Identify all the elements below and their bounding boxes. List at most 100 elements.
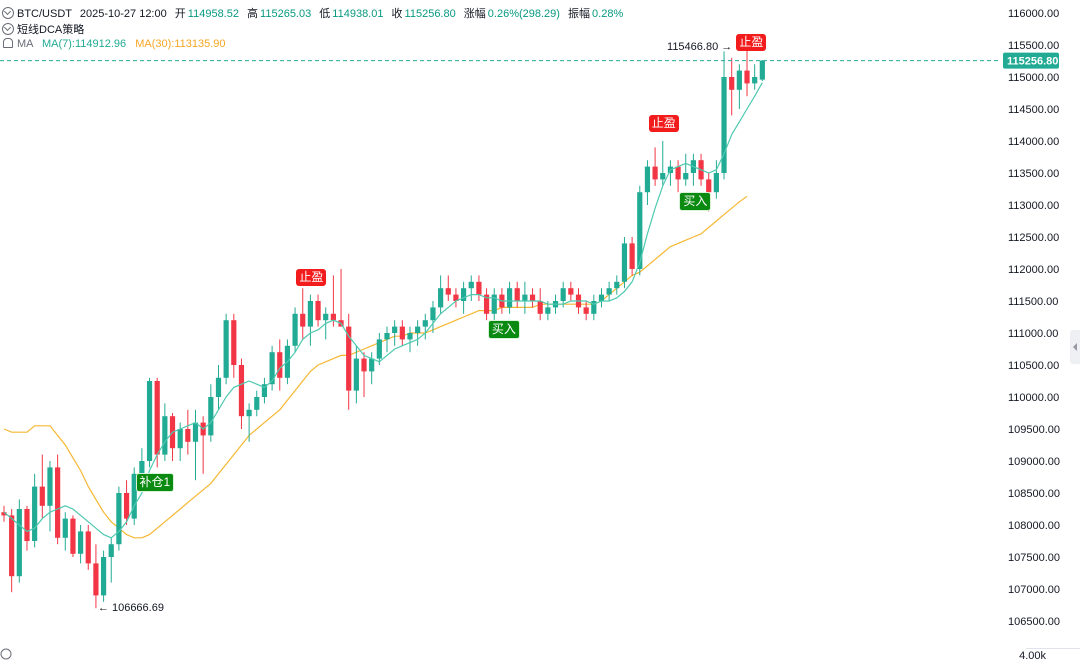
- candle-body: [246, 409, 252, 417]
- y-tick-label: 109500.00: [1008, 424, 1060, 436]
- collapse-legend-icon[interactable]: [2, 7, 14, 19]
- bell-icon[interactable]: [3, 38, 13, 48]
- candle-body: [277, 352, 283, 378]
- take-profit-marker[interactable]: 止盈: [736, 34, 767, 52]
- candle-body: [744, 70, 750, 84]
- price-axis: [995, 0, 1080, 648]
- candle-body: [652, 166, 658, 180]
- low-label: 低: [319, 8, 331, 20]
- last-price-tag: [1003, 52, 1059, 69]
- candle-body: [491, 294, 497, 314]
- candle-body: [629, 243, 635, 269]
- y-tick-label: 113500.00: [1008, 168, 1059, 180]
- candle-body: [453, 294, 459, 301]
- candle-body: [100, 557, 107, 596]
- datetime-label: 2025-10-27 12:00: [79, 8, 167, 20]
- change-label: 涨幅: [463, 8, 486, 20]
- candle-body: [24, 509, 30, 541]
- y-tick-label: 107000.00: [1008, 584, 1060, 596]
- candle-body: [131, 473, 137, 519]
- take-profit-marker[interactable]: 止盈: [296, 268, 327, 286]
- y-tick-label: 107500.00: [1008, 552, 1060, 564]
- y-tick-label: 115000.00: [1008, 72, 1059, 84]
- candle-body: [506, 288, 513, 308]
- ma30-line: [3, 195, 748, 539]
- y-tick-label: 113000.00: [1008, 200, 1059, 212]
- candle-body: [307, 301, 313, 327]
- candle-body: [369, 358, 375, 372]
- low-price-marker: ← 106666.69: [97, 602, 164, 615]
- last-price-label: 115256.80: [1007, 56, 1058, 68]
- candle-body: [545, 307, 551, 314]
- buy-marker[interactable]: 补仓1: [135, 473, 175, 493]
- candle-body: [430, 307, 436, 321]
- candle-body: [361, 358, 367, 372]
- candle-body: [215, 377, 222, 397]
- candle-body: [621, 243, 628, 282]
- candle-body: [39, 486, 45, 506]
- candle-body: [598, 294, 605, 301]
- candle-body: [399, 326, 405, 340]
- collapse-volume-icon: [0, 648, 12, 660]
- amplitude-label: 振幅: [568, 8, 591, 20]
- volume-scale-label: 4.00k: [1019, 650, 1046, 662]
- candle-body: [70, 518, 76, 554]
- y-tick-label: 112500.00: [1008, 232, 1059, 244]
- candle-body: [392, 326, 398, 333]
- candle-body: [116, 493, 122, 545]
- candle-body: [583, 307, 589, 314]
- candle-body: [461, 288, 467, 301]
- ma-label[interactable]: MA: [17, 38, 33, 50]
- candle-body: [346, 326, 352, 391]
- high-price-marker: 115466.80 →: [667, 41, 733, 54]
- candle-body: [223, 320, 229, 378]
- candle-body: [123, 493, 130, 519]
- candle-body: [78, 531, 84, 554]
- take-profit-marker[interactable]: 止盈: [648, 115, 679, 132]
- ma-row: MA MA(7):114912.96 MA(30):113135.90: [0, 38, 226, 50]
- candle-body: [529, 294, 536, 301]
- candle-body: [192, 422, 199, 442]
- y-tick-label: 114000.00: [1008, 136, 1059, 148]
- candle-body: [422, 320, 428, 327]
- strategy-name[interactable]: 短线DCA策略: [17, 24, 85, 36]
- candle-body: [614, 281, 620, 289]
- candle-body: [752, 77, 758, 84]
- candle-body: [438, 288, 444, 308]
- candle-body: [468, 281, 474, 289]
- expand-panel-handle-icon[interactable]: [1070, 330, 1080, 364]
- candle-body: [254, 397, 260, 410]
- candle-body: [315, 301, 321, 321]
- candle-body: [300, 313, 306, 327]
- candle-body: [376, 339, 382, 359]
- candle-body: [560, 288, 566, 301]
- y-tick-label: 110000.00: [1008, 392, 1059, 404]
- y-tick-label: 112000.00: [1008, 264, 1059, 276]
- change-value: 0.26%(298.29): [487, 8, 560, 20]
- candle-body: [713, 173, 719, 193]
- buy-marker[interactable]: 买入: [487, 319, 520, 339]
- buy-marker[interactable]: 买入: [679, 191, 712, 211]
- candle-body: [683, 173, 689, 180]
- candle-body: [514, 288, 520, 301]
- candle-body: [591, 301, 597, 314]
- y-tick-label: 115500.00: [1008, 40, 1059, 52]
- candle-body: [16, 509, 22, 577]
- candle-body: [85, 531, 91, 564]
- amplitude-value: 0.28%: [592, 8, 624, 20]
- candle-body: [407, 333, 413, 340]
- collapse-strategy-icon[interactable]: [2, 23, 14, 35]
- candle-body: [353, 358, 359, 391]
- candle-body: [675, 166, 681, 180]
- symbol-label: BTC/USDT: [17, 8, 72, 20]
- candle-body: [9, 515, 15, 577]
- candle-body: [637, 192, 643, 269]
- candle-body: [568, 288, 574, 295]
- candle-body: [1, 512, 7, 516]
- candle-body: [537, 301, 543, 314]
- candle-body: [261, 384, 268, 397]
- y-tick-label: 111000.00: [1008, 328, 1058, 340]
- strategy-row: 短线DCA策略: [0, 21, 84, 37]
- candle-body: [208, 397, 214, 436]
